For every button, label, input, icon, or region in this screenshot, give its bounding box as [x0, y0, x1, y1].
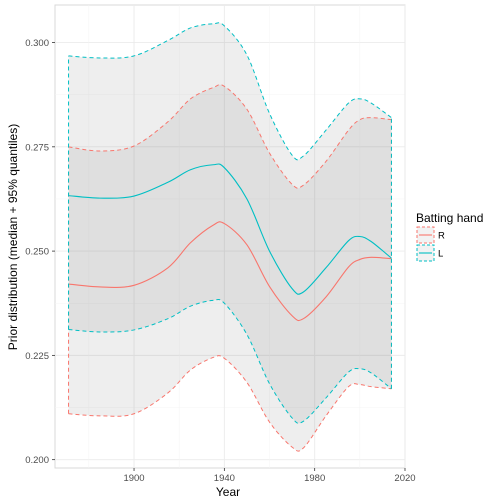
- confidence-bands: [68, 22, 392, 452]
- y-axis: 0.200 0.225 0.250 0.275 0.300: [25, 38, 55, 466]
- y-tick-label: 0.300: [25, 38, 49, 49]
- y-axis-title: Prior distribution (median + 95% quantil…: [6, 124, 20, 350]
- upper-quantile-line-L: [68, 22, 392, 161]
- y-tick-label: 0.200: [25, 455, 49, 466]
- x-axis-title: Year: [216, 485, 240, 499]
- band-L: [68, 22, 392, 424]
- series-lines: [68, 22, 392, 452]
- lower-quantile-line-R: [68, 355, 392, 452]
- y-tick-label: 0.250: [25, 247, 49, 258]
- median-line-L: [68, 163, 392, 295]
- x-tick-label: 2020: [394, 473, 415, 484]
- x-tick-label: 1900: [123, 473, 144, 484]
- legend-title: Batting hand: [416, 211, 483, 225]
- legend-label-R: R: [438, 231, 445, 242]
- upper-quantile-line-R: [68, 84, 392, 189]
- median-line-R: [68, 221, 392, 322]
- panel-background: [54, 4, 406, 469]
- x-tick-label: 1940: [214, 473, 235, 484]
- band-R: [68, 84, 392, 452]
- y-tick-label: 0.275: [25, 142, 49, 153]
- x-tick-label: 1980: [304, 473, 325, 484]
- x-axis: 1900 1940 1980 2020: [123, 468, 416, 484]
- grid: [55, 5, 406, 468]
- legend: Batting hand RL: [416, 211, 483, 262]
- y-tick-label: 0.225: [25, 351, 49, 362]
- lower-quantile-line-L: [68, 298, 392, 424]
- legend-label-L: L: [438, 249, 443, 260]
